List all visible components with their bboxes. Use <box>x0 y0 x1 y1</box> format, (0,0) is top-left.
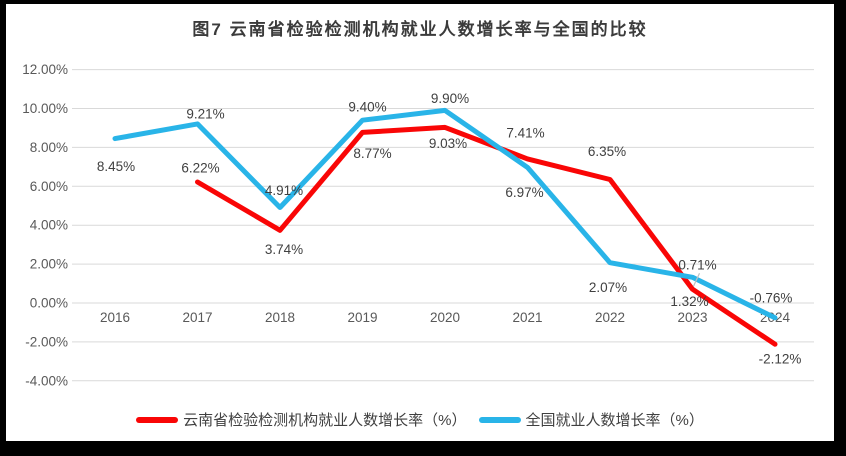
data-label-national-2018: 4.91% <box>265 183 303 198</box>
chart-legend: 云南省检验检测机构就业人数增长率（%） 全国就业人数增长率（%） <box>6 409 834 430</box>
series-line-yunnan <box>195 124 778 347</box>
x-tick-label: 2019 <box>347 310 377 325</box>
data-label-yunnan-2020: 9.03% <box>429 136 467 151</box>
data-label-national-2020: 9.90% <box>431 91 469 106</box>
data-label-national-2024: -0.76% <box>750 290 793 305</box>
y-tick-label: 4.00% <box>30 218 68 233</box>
series-line-national <box>112 107 778 321</box>
data-label-yunnan-2018: 3.74% <box>265 242 303 257</box>
x-tick-label: 2022 <box>595 310 625 325</box>
legend-swatch-national-blue-line <box>478 416 521 423</box>
x-tick-label: 2020 <box>430 310 460 325</box>
data-label-national-2017: 9.21% <box>186 106 224 121</box>
data-label-yunnan-2019: 8.77% <box>353 146 391 161</box>
legend-item-national: 全国就业人数增长率（%） <box>478 409 704 430</box>
data-label-yunnan-2021: 7.41% <box>506 125 544 140</box>
y-tick-label: 6.00% <box>30 179 68 194</box>
data-label-national-2016: 8.45% <box>97 159 135 174</box>
legend-swatch-yunnan-red-line <box>136 416 179 423</box>
chart-panel <box>6 4 834 441</box>
y-tick-label: 12.00% <box>22 62 68 77</box>
data-label-yunnan-2024: -2.12% <box>759 352 802 367</box>
label-leader-line <box>692 272 701 287</box>
legend-label-national: 全国就业人数增长率（%） <box>525 412 704 429</box>
data-label-yunnan-2022: 6.35% <box>588 144 626 159</box>
legend-label-yunnan: 云南省检验检测机构就业人数增长率（%） <box>183 412 467 429</box>
x-tick-label: 2018 <box>265 310 295 325</box>
data-label-national-2022: 2.07% <box>589 280 627 295</box>
data-label-national-2023: 1.32% <box>670 294 708 309</box>
y-tick-label: -4.00% <box>25 373 68 388</box>
y-tick-label: -2.00% <box>25 334 68 349</box>
y-tick-label: 10.00% <box>22 101 68 116</box>
y-tick-label: 8.00% <box>30 140 68 155</box>
x-tick-label: 2023 <box>677 310 707 325</box>
data-label-yunnan-2023: 0.71% <box>678 258 716 273</box>
y-tick-label: 0.00% <box>30 296 68 311</box>
legend-item-yunnan: 云南省检验检测机构就业人数增长率（%） <box>136 409 467 430</box>
x-tick-label: 2016 <box>100 310 130 325</box>
chart-title: 图7 云南省检验检测机构就业人数增长率与全国的比较 <box>192 20 648 39</box>
x-tick-label: 2017 <box>182 310 212 325</box>
data-label-national-2019: 9.40% <box>348 100 386 115</box>
y-tick-label: 2.00% <box>30 257 68 272</box>
data-label-national-2021: 6.97% <box>505 185 543 200</box>
x-tick-label: 2021 <box>512 310 542 325</box>
data-label-yunnan-2017: 6.22% <box>181 161 219 176</box>
